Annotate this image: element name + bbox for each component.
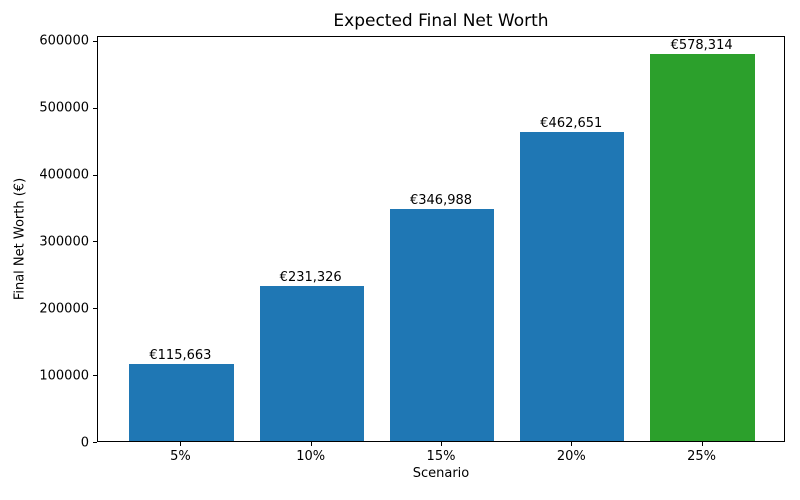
x-axis-label: Scenario	[412, 466, 470, 481]
y-tick-mark	[93, 308, 97, 310]
y-tick-label: 200000	[39, 301, 89, 317]
x-tick-label: 5%	[170, 449, 191, 464]
x-tick-mark	[571, 442, 573, 446]
bar-value-label: €462,651	[540, 115, 603, 131]
bar-20%	[520, 131, 625, 441]
bar-value-label: €115,663	[149, 347, 212, 363]
bar-5%	[129, 363, 234, 441]
plot-area	[97, 36, 785, 442]
y-tick-mark	[93, 40, 97, 42]
y-tick-label: 500000	[39, 100, 89, 116]
bar-value-label: €346,988	[409, 193, 473, 208]
x-tick-label: 20%	[556, 449, 586, 464]
chart-title: Expected Final Net Worth	[333, 11, 549, 31]
y-axis-label: Final Net Worth (€)	[12, 177, 28, 301]
bar-value-label: €231,326	[279, 270, 342, 286]
bar-15%	[389, 209, 495, 441]
x-tick-mark	[701, 442, 703, 446]
y-tick-label: 400000	[39, 167, 89, 183]
y-tick-label: 0	[80, 435, 89, 450]
y-tick-mark	[93, 442, 97, 443]
bar-10%	[259, 286, 364, 441]
y-tick-label: 600000	[39, 33, 89, 49]
bar-25%	[650, 54, 755, 441]
y-tick-label: 300000	[39, 234, 89, 250]
y-tick-mark	[93, 241, 97, 243]
bar-value-label: €578,314	[670, 38, 733, 54]
x-tick-label: 10%	[296, 449, 326, 464]
y-tick-label: 100000	[39, 368, 89, 384]
x-tick-mark	[180, 442, 182, 446]
y-tick-mark	[93, 174, 97, 176]
x-tick-label: 25%	[687, 449, 717, 464]
y-tick-mark	[93, 375, 97, 377]
x-tick-mark	[441, 442, 442, 446]
x-tick-mark	[310, 442, 312, 446]
x-tick-label: 15%	[426, 449, 456, 464]
y-tick-mark	[93, 107, 97, 109]
